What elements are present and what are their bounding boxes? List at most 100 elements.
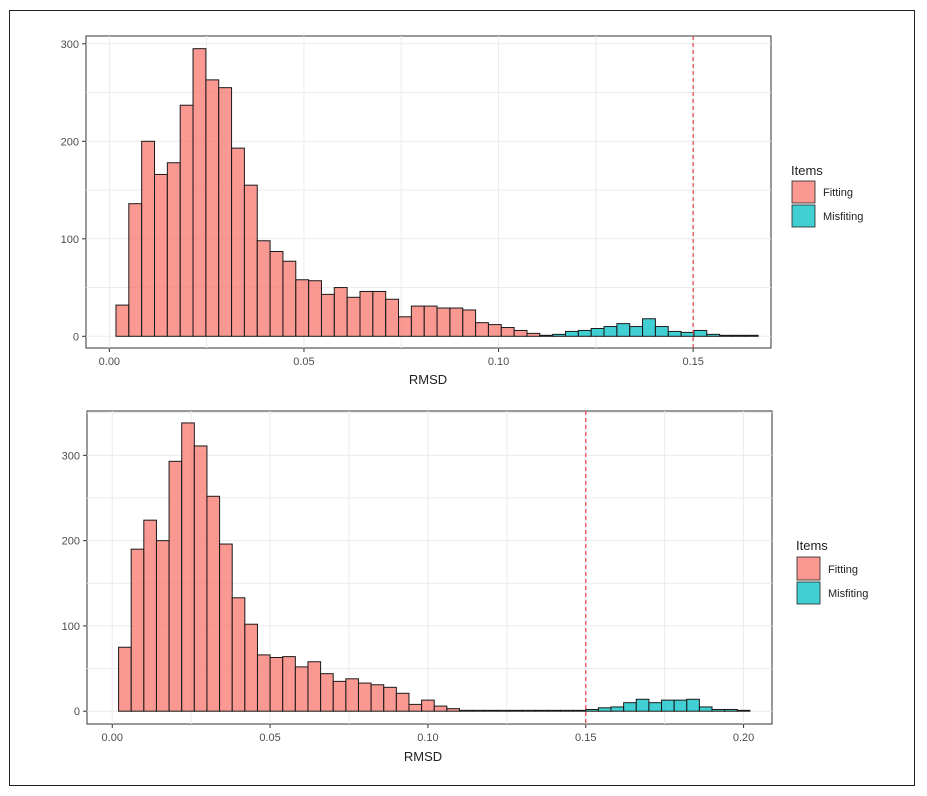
x-axis-title-top: RMSD [409, 372, 447, 387]
histogram-bar-fitting [243, 184, 258, 337]
x-axis-title-bottom: RMSD [404, 749, 442, 764]
histogram-bar-fitting [357, 682, 372, 712]
histogram-bar-misfiting [577, 329, 592, 337]
histogram-bar-fitting [370, 684, 385, 712]
y-tick-label: 300 [62, 450, 80, 462]
histogram-bar-misfiting [698, 706, 713, 712]
histogram-bar-fitting [192, 48, 207, 337]
histogram-bar-fitting [383, 686, 397, 712]
y-tick-label: 200 [62, 536, 80, 548]
histogram-bar-fitting [462, 309, 477, 337]
histogram-bar-fitting [446, 708, 460, 712]
histogram-bar-fitting [179, 104, 194, 337]
histogram-bar-fitting [509, 709, 524, 712]
histogram-bar-fitting [193, 445, 208, 712]
histogram-bar-fitting [130, 548, 145, 712]
histogram-bar-fitting [547, 709, 562, 712]
histogram-bar-fitting [496, 709, 511, 712]
histogram-bar-misfiting [667, 330, 682, 337]
histogram-bar-fitting [513, 329, 528, 337]
histogram-bar-misfiting [635, 698, 650, 712]
histogram-bar-misfiting [680, 331, 695, 337]
histogram-bar-fitting [282, 260, 297, 337]
legend-label-misfiting-bottom: Misfiting [828, 588, 868, 600]
histogram-bar-misfiting [711, 709, 726, 712]
histogram-bar-misfiting [673, 699, 688, 712]
histogram-bar-misfiting [629, 326, 644, 337]
histogram-bar-misfiting [597, 707, 612, 712]
y-tick-label: 200 [61, 136, 79, 148]
histogram-bar-fitting [155, 540, 170, 712]
histogram-bar-misfiting [693, 329, 708, 337]
histogram-bar-fitting [115, 304, 130, 337]
histogram-bar-fitting [372, 290, 387, 337]
histogram-bar-fitting [534, 709, 549, 712]
legend-label-fitting-bottom: Fitting [828, 564, 858, 576]
histogram-bar-fitting [295, 279, 310, 337]
histogram-bar-misfiting [654, 326, 669, 337]
histogram-bar-fitting [433, 705, 448, 712]
x-tick-label: 0.15 [682, 356, 703, 368]
histogram-bar-fitting [320, 673, 334, 712]
histogram-bar-fitting [449, 307, 464, 337]
y-tick-label: 100 [62, 621, 80, 633]
histogram-bar-fitting [231, 597, 246, 712]
histogram-bar-fitting [154, 173, 168, 337]
histogram-bar-fitting [205, 79, 220, 337]
histogram-bar-fitting [572, 709, 587, 712]
histogram-bar-fitting [256, 654, 271, 712]
histogram-bar-fitting [269, 656, 284, 712]
histogram-bar-misfiting [706, 333, 721, 337]
histogram-bar-fitting [244, 623, 258, 712]
legend-title-top: Items [791, 163, 823, 178]
legend-key-misfiting-top [791, 204, 816, 228]
legend-label-misfiting-top: Misfiting [823, 211, 863, 223]
histogram-bar-fitting [471, 709, 486, 712]
histogram-bar-fitting [359, 290, 374, 337]
x-ticks-top: 0.00 0.05 0.10 0.15 [99, 348, 704, 368]
histogram-bar-fitting [395, 692, 410, 712]
histogram-bar-fitting [218, 87, 233, 337]
histogram-bar-misfiting [616, 323, 631, 337]
legend-key-misfiting-bottom [796, 581, 821, 605]
histogram-bar-fitting [118, 646, 132, 712]
legend-key-fitting-top [791, 180, 816, 204]
legend-title-bottom: Items [796, 538, 828, 553]
histogram-bar-fitting [231, 147, 245, 337]
histogram-bar-fitting [522, 709, 536, 712]
x-tick-label: 0.05 [259, 732, 280, 744]
histogram-bar-misfiting [724, 709, 738, 712]
y-tick-label: 0 [73, 331, 79, 343]
histogram-bar-misfiting [623, 702, 637, 712]
histogram-bar-fitting [436, 307, 451, 337]
histogram-bar-misfiting [736, 709, 751, 712]
histogram-bar-fitting [487, 324, 502, 337]
histogram-bar-fitting [282, 656, 296, 712]
chart-bottom: 0.00 0.05 0.10 0.15 0.20 0 100 200 300 RMSD Ite… [62, 410, 868, 764]
histogram-bar-fitting [181, 422, 195, 712]
histogram-bar-fitting [475, 322, 489, 337]
histogram-bar-fitting [500, 327, 515, 337]
histogram-bar-misfiting [603, 326, 618, 337]
histogram-bar-fitting [143, 519, 157, 712]
histogram-bar-fitting [307, 661, 322, 712]
histogram-bar-fitting [560, 709, 574, 712]
histogram-bar-misfiting [686, 698, 700, 712]
legend-label-fitting-top: Fitting [823, 187, 853, 199]
histogram-bar-fitting [333, 287, 348, 337]
histogram-bar-fitting [408, 703, 423, 712]
histogram-bar-misfiting [648, 702, 663, 712]
histogram-bar-misfiting [585, 709, 599, 712]
x-tick-label: 0.10 [488, 356, 509, 368]
histogram-bar-fitting [168, 460, 183, 712]
bars-bottom [118, 422, 751, 712]
histogram-bar-fitting [410, 305, 425, 337]
histogram-bar-fitting [385, 298, 400, 337]
y-tick-label: 100 [61, 234, 79, 246]
histogram-bar-fitting [128, 203, 143, 337]
y-tick-label: 300 [61, 39, 79, 51]
histogram-bar-fitting [219, 543, 233, 712]
y-tick-label: 0 [74, 706, 80, 718]
histogram-bar-misfiting [744, 334, 759, 337]
